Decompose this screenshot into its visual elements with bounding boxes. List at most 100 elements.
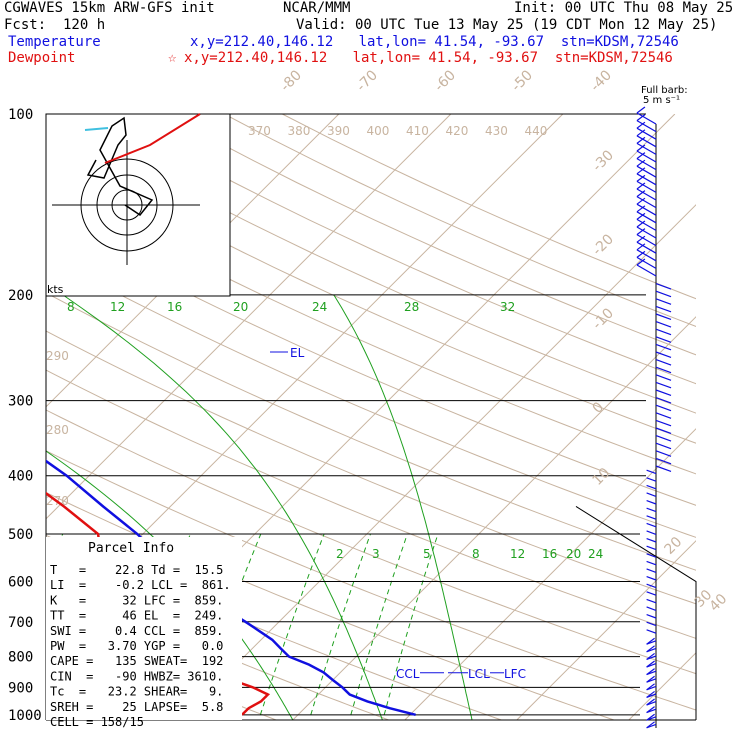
isotherm-line (46, 114, 340, 408)
wind-barb-feather (636, 205, 646, 213)
dry-adiabat-line (46, 217, 696, 506)
dry-adiabat-line (46, 369, 696, 639)
wind-barb (646, 591, 657, 596)
parcel-row: CAPE = 135 SWEAT= 192 (50, 654, 223, 668)
isotherm-tick-label: -80 (278, 67, 305, 94)
frame-diagonal (575, 506, 697, 720)
parcel-row: CIN = -90 HWBZ= 3610. (50, 669, 223, 683)
pressure-tick-label: 300 (8, 394, 33, 410)
mixing-ratio-line (350, 533, 408, 715)
mixing-ratio-label: 12 (510, 547, 525, 561)
theta-tick-label: 420 (446, 124, 469, 138)
pressure-tick-label: 1000 (8, 708, 42, 724)
parcel-title: Parcel Info (88, 541, 174, 556)
wind-barb (655, 404, 672, 412)
theta-tick-label: 410 (406, 124, 429, 138)
wind-barb-feather (636, 106, 646, 114)
ccl-label: CCL (396, 667, 420, 681)
wind-barbs (636, 106, 672, 729)
theta-side-label: 290 (46, 349, 69, 363)
pressure-tick-label: 500 (8, 527, 33, 543)
wind-barb-feather (636, 190, 646, 198)
wind-barb (636, 142, 657, 155)
barb-legend-title: Full barb: (641, 85, 688, 96)
parcel-info-box: Parcel Info T = 22.8 Td = 15.5LI = -0.2 L… (46, 537, 242, 729)
wind-barb-feather (646, 645, 655, 653)
dry-adiabat-line (46, 292, 696, 571)
mixing-ratio-label: 16 (542, 547, 557, 561)
dry-adiabat-line (46, 145, 696, 444)
wind-barb (655, 328, 672, 336)
temperature-legend: Temperature (8, 34, 101, 50)
parcel-row: SWI = 0.4 CCL = 859. (50, 624, 223, 638)
org-title: NCAR/MMM (283, 0, 351, 16)
wind-barb-feather (636, 182, 646, 190)
mixing-ratio-label: 5 (423, 547, 431, 561)
wind-barb (655, 305, 672, 313)
dewpoint-star-icon: ☆ (168, 50, 177, 66)
wind-barb (646, 621, 657, 627)
wind-barb (646, 492, 657, 497)
lfc-label: LFC (504, 667, 526, 681)
pressure-tick-label: 800 (8, 650, 33, 666)
wind-barb (655, 419, 672, 427)
mixing-ratio-line (259, 533, 325, 715)
hodograph-units-label: kts (47, 283, 64, 296)
parcel-row: T = 22.8 Td = 15.5 (50, 563, 223, 577)
pressure-tick-label: 600 (8, 575, 33, 591)
dry-adiabat-line (50, 114, 696, 414)
wind-barb (636, 241, 657, 254)
wind-barb (655, 435, 672, 442)
parcel-row: SREH = 25 LAPSE= 5.8 (50, 700, 223, 714)
wind-barb-feather (636, 129, 646, 137)
isotherm-tick-label: 0 (590, 399, 608, 417)
isotherm-line (0, 114, 3, 720)
wind-barb (655, 351, 672, 359)
theta-tick-label: 440 (525, 124, 548, 138)
isotherm-tick-label: 10 (590, 465, 614, 489)
wind-barb (646, 507, 657, 513)
wind-barb (646, 530, 657, 535)
theta-tick-label: 390 (327, 124, 350, 138)
wind-barb (655, 298, 672, 305)
pressure-tick-label: 100 (8, 107, 33, 123)
wind-barb (655, 450, 672, 457)
pressure-tick-label: 400 (8, 469, 33, 485)
wind-barb-feather (636, 167, 646, 175)
wind-barb (655, 283, 672, 290)
wind-barb (655, 381, 672, 389)
wind-barb (655, 397, 672, 404)
thetae-tick-label: 28 (404, 300, 419, 314)
isotherm-line (628, 652, 696, 720)
isotherm-tick-label: -30 (590, 147, 617, 174)
hodograph: kts (45, 113, 231, 297)
wind-barb (655, 313, 672, 321)
wind-barb (646, 538, 657, 543)
isotherm-tick-label: -10 (590, 305, 617, 332)
parcel-row: Tc = 23.2 SHEAR= 9. (50, 685, 223, 699)
wind-barb (646, 484, 657, 490)
wind-barb (646, 560, 657, 566)
wind-barb-feather (636, 243, 646, 251)
mixing-ratio-label: 24 (588, 547, 603, 561)
wind-barb (646, 598, 657, 604)
dry-adiabat-line (46, 450, 696, 711)
wind-barb (646, 500, 657, 505)
dry-adiabat-line (282, 114, 696, 300)
wind-barb (655, 412, 672, 419)
mixing-ratio-line (310, 533, 371, 715)
wind-barb (655, 374, 672, 381)
wind-barb-feather (646, 675, 655, 683)
wind-barb-feather (646, 721, 655, 729)
wind-barb (636, 173, 657, 186)
parcel-row: K = 32 LFC = 859. (50, 593, 223, 607)
wind-barb (655, 442, 672, 450)
thetae-tick-label: 16 (167, 300, 182, 314)
wind-barb (636, 112, 657, 125)
thetae-tick-label: 20 (233, 300, 248, 314)
isotherm-tick-label: -20 (590, 231, 617, 258)
thetae-tick-label: 8 (67, 300, 75, 314)
wind-barb-feather (636, 197, 646, 205)
